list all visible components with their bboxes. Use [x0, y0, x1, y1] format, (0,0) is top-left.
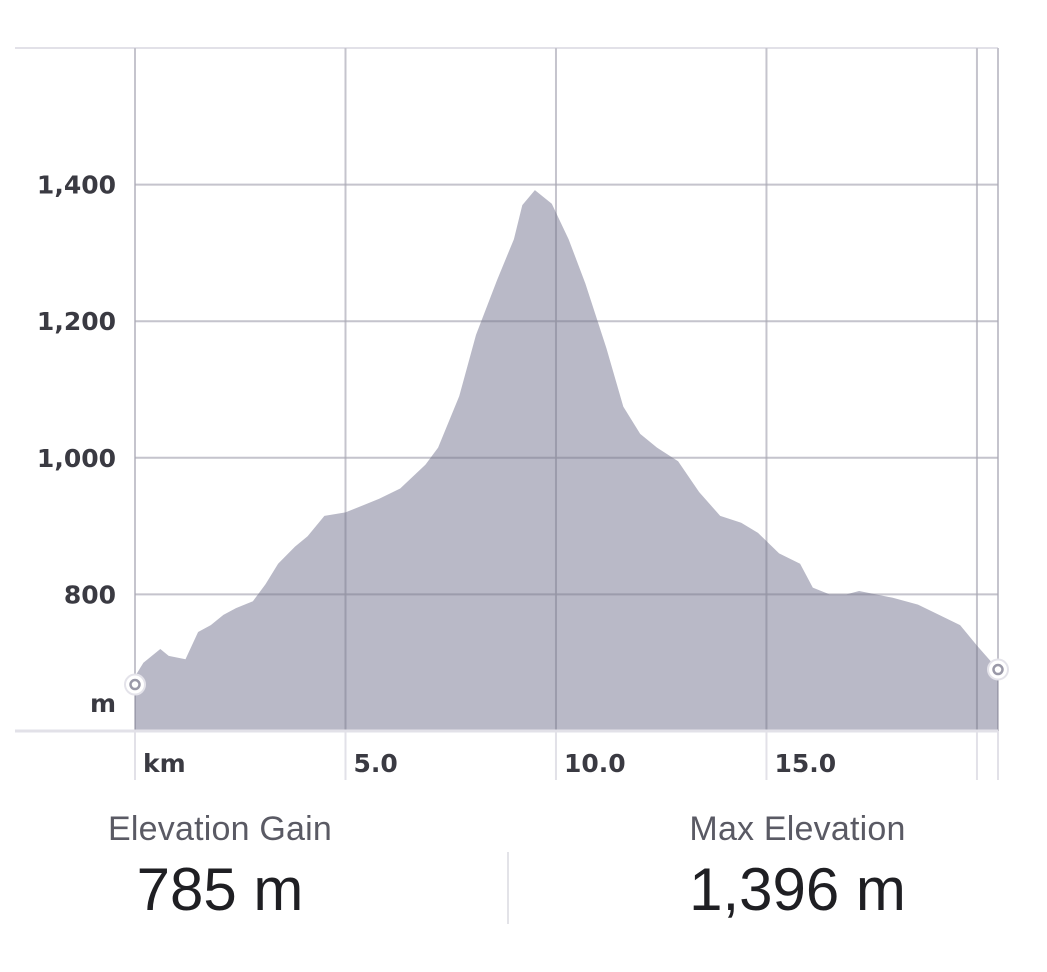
max-elevation-stat: Max Elevation 1,396 m [625, 810, 970, 924]
grid-overlay [134, 48, 999, 731]
y-tick-1400: 1,400 [37, 171, 116, 200]
y-tick-1000: 1,000 [37, 444, 116, 473]
x-tick-10.0: 10.0 [564, 749, 626, 778]
start-marker-dot [129, 678, 141, 691]
elevation-gain-stat: Elevation Gain 785 m [60, 810, 380, 924]
x-tick-15.0: 15.0 [774, 749, 836, 778]
elevation-chart: 800 1,000 1,200 1,400 m km 5.0 10.0 15.0 [15, 47, 1009, 780]
x-tick-5.0: 5.0 [353, 749, 397, 778]
elevation-gain-value: 785 m [136, 856, 304, 923]
y-axis-unit: m [90, 689, 116, 718]
elevation-gain-label: Elevation Gain [108, 810, 332, 848]
chart-marks [15, 48, 1009, 733]
y-tick-800: 800 [64, 580, 116, 609]
max-elevation-label: Max Elevation [689, 810, 906, 848]
stats-divider [507, 852, 509, 924]
x-axis-unit: km [143, 749, 186, 778]
max-elevation-value: 1,396 m [689, 856, 906, 923]
stats-panel: Elevation Gain 785 m Max Elevation 1,396… [0, 810, 1047, 950]
elevation-area [135, 190, 998, 732]
y-tick-1200: 1,200 [37, 307, 116, 336]
end-marker-dot [992, 663, 1004, 676]
y-tick-labels: 800 1,000 1,200 1,400 m [37, 171, 116, 718]
x-tick-labels: km 5.0 10.0 15.0 [143, 749, 836, 778]
